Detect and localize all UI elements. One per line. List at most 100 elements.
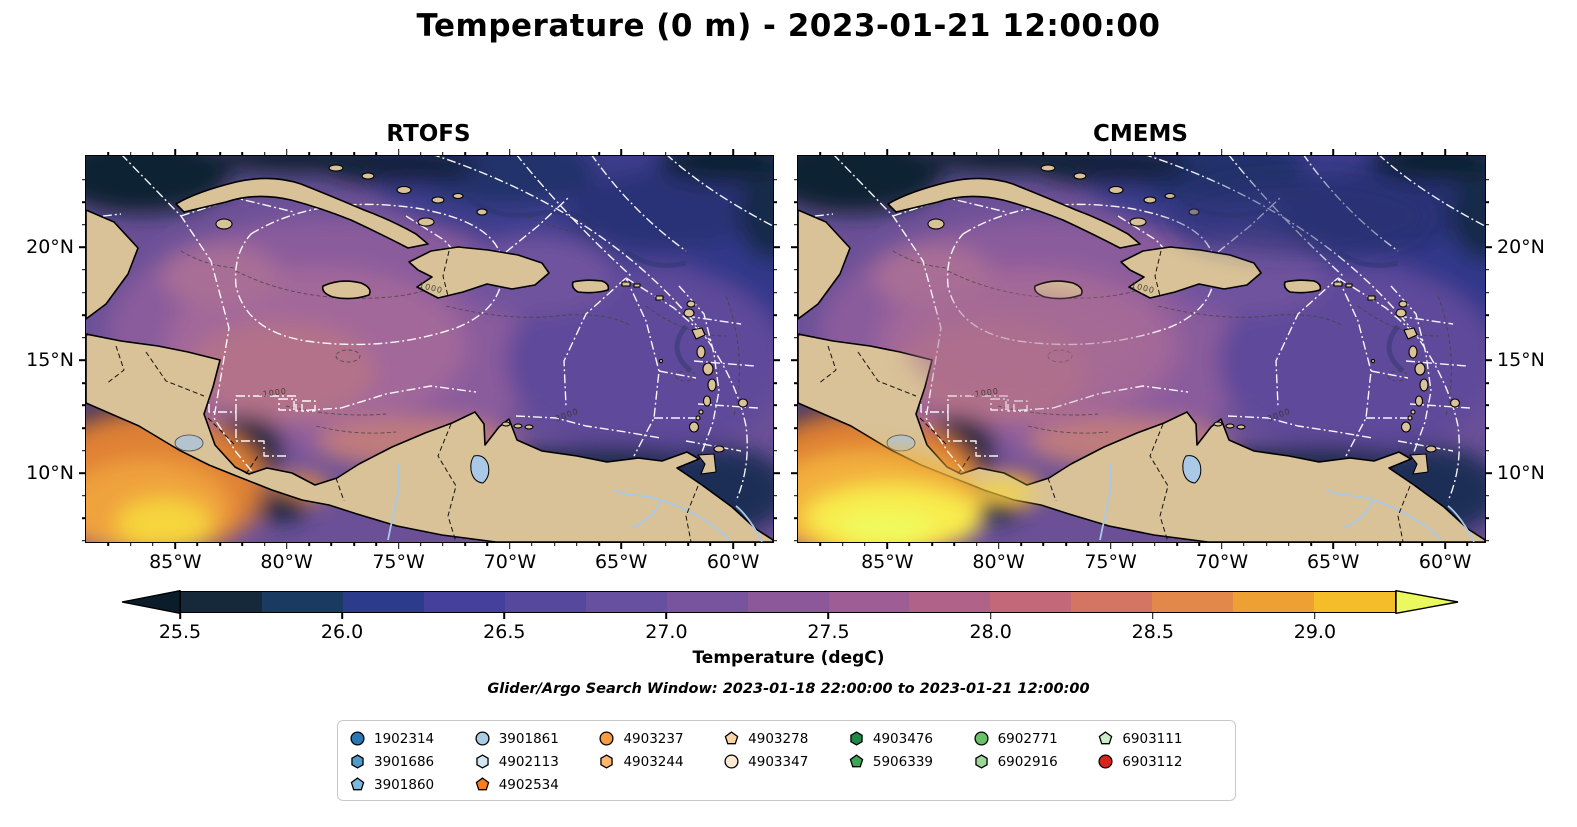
colorbar-segment: [504, 592, 586, 612]
axis-tick: [1087, 152, 1089, 156]
axis-tick: [1421, 152, 1424, 156]
axis-tick: [509, 149, 511, 156]
axis-tick: [82, 223, 86, 226]
legend-platform-id: 6902771: [997, 730, 1058, 747]
panel-title-cmems: CMEMS: [1093, 121, 1188, 147]
circle-marker-icon: [724, 754, 739, 769]
legend-column: 6903111 6903112: [1098, 728, 1223, 772]
axis-tick: [464, 542, 467, 546]
axis-tick: [598, 542, 600, 546]
axis-tick: [1131, 152, 1134, 156]
axis-tick: [931, 152, 933, 156]
x-tick-label: 60°W: [706, 551, 760, 573]
axis-tick: [330, 152, 333, 156]
legend-platform-id: 4903278: [748, 730, 809, 747]
axis-tick: [773, 449, 777, 452]
axis-tick: [773, 178, 777, 181]
colorbar-tick: [827, 613, 830, 619]
y-tick-label: 10°N: [26, 462, 74, 485]
legend-column: 4903476 5906339: [849, 728, 974, 772]
axis-tick: [1444, 542, 1446, 549]
y-tick-label: 20°N: [1497, 236, 1545, 259]
axis-tick: [285, 149, 288, 156]
axis-tick: [1221, 542, 1223, 549]
legend-platform-id: 3901686: [374, 753, 435, 770]
legend-column: 6902771 6902916: [974, 728, 1099, 772]
axis-tick: [82, 494, 86, 497]
map-cmems: -1000 1000 3000 85°W 80°W 75°W 70°W 65°W 60°W 20…: [791, 149, 1545, 573]
colorbar-tick-label: 25.5: [158, 621, 202, 643]
legend-platform-id: 6902916: [997, 753, 1058, 770]
axis-tick: [687, 152, 690, 156]
x-tick-label: 85°W: [861, 551, 914, 573]
x-tick-label: 80°W: [972, 551, 1025, 573]
axis-tick: [1485, 246, 1492, 249]
colorbar-segment: [423, 592, 505, 612]
axis-tick: [151, 542, 154, 546]
axis-tick: [1176, 542, 1179, 546]
axis-tick: [263, 152, 266, 156]
axis-tick: [82, 269, 86, 271]
x-tick-label: 75°W: [372, 551, 425, 573]
axis-tick: [794, 314, 798, 316]
axis-tick: [794, 404, 798, 407]
legend-platform-id: 3901860: [374, 776, 435, 793]
colorbar-tick-label: 28.0: [969, 621, 1012, 643]
axis-tick: [1153, 542, 1156, 546]
axis-tick: [129, 152, 132, 156]
axis-tick: [1198, 152, 1200, 156]
colorbar-segment: [181, 592, 262, 612]
axis-tick: [1485, 494, 1489, 497]
colorbar-segment: [1071, 592, 1153, 612]
axis-tick: [107, 152, 109, 156]
axis-tick: [1065, 542, 1067, 546]
axis-tick: [1020, 152, 1023, 156]
axis-tick: [82, 201, 86, 204]
axis-tick: [773, 269, 777, 271]
hexagon-marker-icon: [849, 731, 864, 746]
axis-tick: [1310, 152, 1312, 156]
colorbar-label: Temperature (degC): [692, 648, 885, 668]
legend-platform-id: 3901861: [498, 730, 559, 747]
axis-tick: [375, 542, 377, 546]
legend-item-4902113: 4902113: [475, 751, 600, 772]
map-rtofs-markers: [86, 156, 773, 542]
axis-tick: [353, 542, 355, 546]
colorbar-tick-label: 26.0: [320, 621, 364, 643]
axis-tick: [575, 542, 578, 546]
axis-tick: [1466, 152, 1468, 156]
axis-tick: [773, 337, 777, 339]
axis-tick: [575, 152, 578, 156]
legend-platform-id: 4903237: [623, 730, 684, 747]
map-rtofs-canvas: -1000 1000 3000: [86, 156, 773, 542]
colorbar-segment: [261, 592, 343, 612]
pentagon-marker-icon: [475, 777, 490, 792]
axis-tick: [665, 152, 667, 156]
legend-item-6902771: 6902771: [974, 728, 1099, 749]
axis-tick: [773, 517, 777, 520]
axis-tick: [794, 201, 798, 204]
axis-tick: [1221, 149, 1223, 156]
axis-tick: [397, 149, 400, 156]
axis-tick: [1287, 542, 1290, 546]
axis-tick: [773, 404, 777, 407]
axis-tick: [794, 540, 798, 542]
axis-tick: [953, 542, 955, 546]
colorbar-tick-label: 28.5: [1131, 621, 1174, 643]
axis-tick: [531, 152, 533, 156]
colorbar-tick: [341, 613, 343, 619]
circle-marker-icon: [475, 731, 490, 746]
axis-tick: [794, 291, 798, 294]
axis-tick: [773, 246, 780, 249]
x-tick-label: 80°W: [260, 551, 313, 573]
axis-tick: [709, 152, 712, 156]
axis-tick: [82, 517, 86, 520]
axis-tick: [643, 152, 645, 156]
axis-tick: [1485, 178, 1489, 181]
axis-tick: [643, 542, 645, 546]
colorbar-tick: [1314, 613, 1316, 619]
legend-item-4903347: 4903347: [724, 751, 849, 772]
legend-item-4903244: 4903244: [599, 751, 724, 772]
axis-tick: [732, 149, 734, 156]
